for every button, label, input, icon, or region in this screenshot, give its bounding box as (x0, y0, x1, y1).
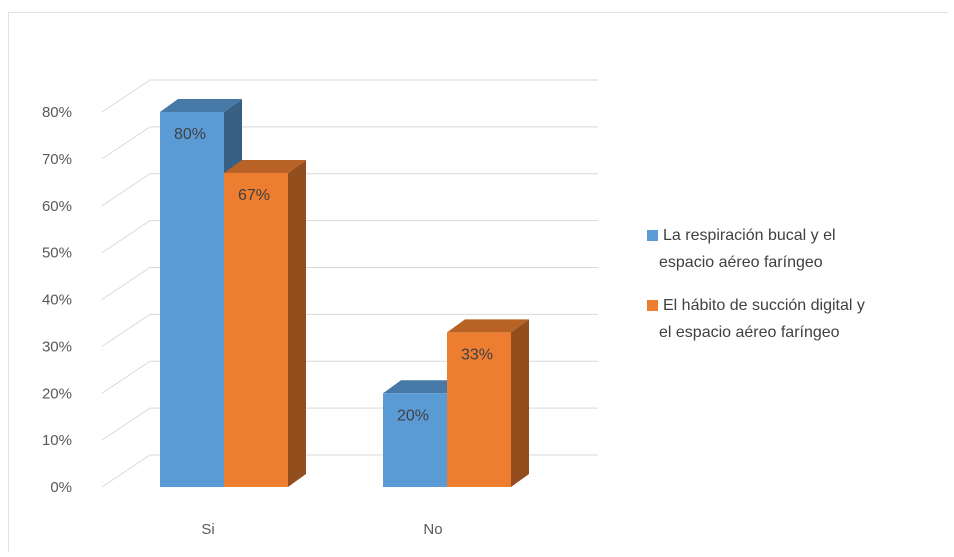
data-label: 80% (174, 126, 206, 143)
legend-entry: La respiración bucal y el espacio aéreo f… (647, 227, 836, 271)
x-tick-label: No (423, 521, 442, 538)
gridline (101, 173, 598, 207)
y-tick-label: 0% (50, 479, 72, 496)
gridline (101, 313, 598, 347)
bar-front (224, 172, 288, 487)
bars (160, 99, 529, 487)
legend: La respiración bucal y el espacio aéreo f… (647, 227, 865, 341)
y-tick-label: 30% (42, 338, 72, 355)
bar-top (224, 159, 306, 173)
y-axis: 0% 10% 20% 30% 40% 50% 60% 70% 80% (42, 104, 72, 496)
data-label: 67% (238, 187, 270, 204)
gridlines (101, 79, 598, 488)
gridline (101, 220, 598, 254)
y-tick-label: 10% (42, 432, 72, 449)
x-tick-label: Si (201, 521, 214, 538)
bar-si-series-2 (224, 159, 306, 487)
bar-front (447, 332, 511, 487)
y-tick-label: 80% (42, 104, 72, 121)
legend-label: el espacio aéreo faríngeo (659, 324, 840, 341)
legend-label: espacio aéreo faríngeo (659, 254, 823, 271)
legend-swatch (647, 300, 658, 311)
data-labels: 80% 67% 20% 33% (174, 126, 493, 424)
legend-swatch (647, 230, 658, 241)
bar-front (160, 112, 224, 487)
data-label: 20% (397, 407, 429, 424)
bar-top (160, 99, 242, 112)
bar-top (447, 319, 529, 333)
data-label: 33% (461, 346, 493, 363)
gridline (101, 79, 598, 113)
legend-label: La respiración bucal y el (663, 227, 836, 244)
y-tick-label: 60% (42, 198, 72, 215)
y-tick-label: 50% (42, 245, 72, 262)
bar-side (511, 319, 529, 487)
legend-label: El hábito de succión digital y (663, 297, 865, 314)
y-tick-label: 20% (42, 385, 72, 402)
x-axis: Si No (201, 521, 442, 538)
y-tick-label: 40% (42, 292, 72, 309)
bar-side (288, 159, 306, 487)
bar-no-series-2 (447, 319, 529, 487)
bar-front (383, 393, 447, 487)
gridline (101, 267, 598, 300)
gridline (101, 126, 598, 160)
chart-frame (8, 12, 948, 552)
bar-top (383, 380, 465, 394)
legend-entry: El hábito de succión digital y el espacio… (647, 297, 865, 341)
y-tick-label: 70% (42, 151, 72, 168)
